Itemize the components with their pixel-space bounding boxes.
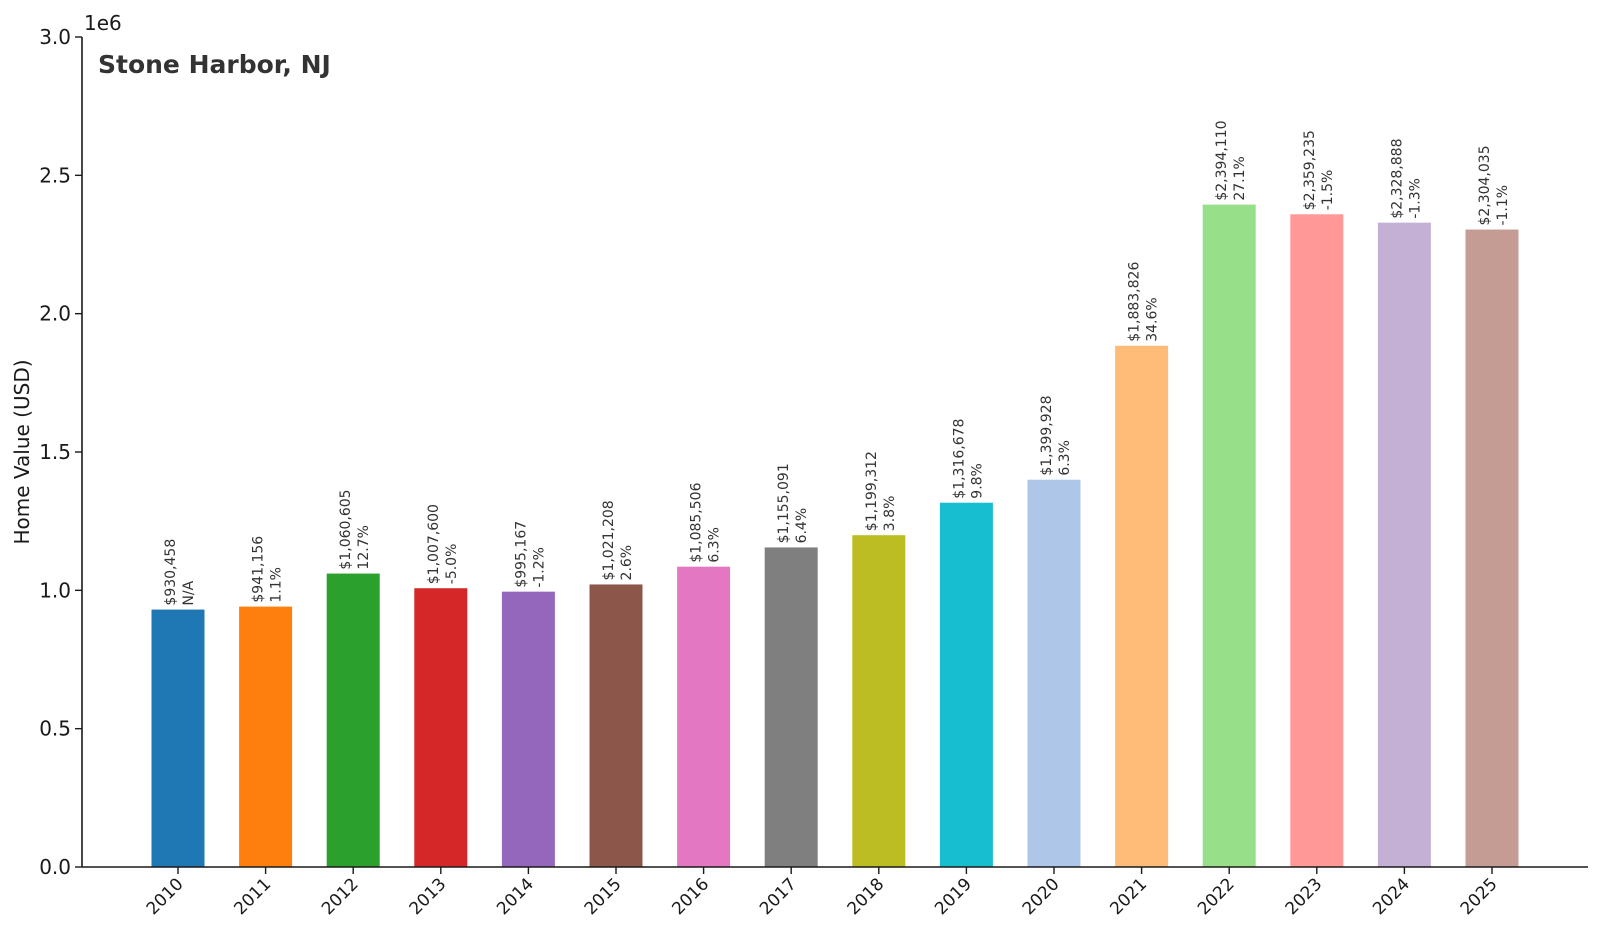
bar-labels: $930,458 N/A $941,156 1.1%$1,060,605 12.7% $1…	[163, 120, 1511, 605]
y-tick-label: 1.0	[39, 578, 71, 602]
bar-value-text: $1,316,678	[951, 419, 967, 499]
y-tick-label: 0.5	[39, 717, 71, 741]
bar	[1202, 204, 1256, 867]
bar	[1027, 479, 1081, 867]
bar-change-text: 12.7%	[356, 525, 372, 569]
bar	[414, 588, 468, 867]
x-tick-label: 2025	[1457, 874, 1502, 919]
bar	[677, 566, 731, 867]
bar-value-text: $1,007,600	[426, 504, 442, 584]
bar-change-text: N/A	[181, 580, 197, 605]
x-tick-label: 2022	[1194, 874, 1239, 919]
bar-value-text: $2,328,888	[1389, 139, 1405, 219]
y-axis-ticks: 0.0 0.5 1.0 1.5 2.0 2.5 3.0	[39, 25, 82, 879]
bar-value-label: $1,085,506 6.3%	[689, 482, 723, 562]
y-axis-label: Home Value (USD)	[10, 359, 34, 544]
bar-value-text: $930,458	[163, 539, 179, 606]
bar-value-text: $2,394,110	[1214, 120, 1230, 200]
bar-value-text: $995,167	[513, 521, 529, 588]
x-tick-label: 2015	[581, 874, 626, 919]
bar-value-text: $1,399,928	[1039, 396, 1055, 476]
bars	[151, 204, 1519, 868]
y-offset-label: 1e6	[84, 11, 122, 35]
bar-value-label: $1,399,928 6.3%	[1039, 396, 1073, 476]
bar-value-label: $2,394,110 27.1%	[1214, 120, 1248, 200]
bar-change-text: 1.1%	[269, 567, 285, 603]
bar	[589, 584, 643, 867]
bar-value-label: $995,167 -1.2%	[513, 521, 547, 588]
y-tick-label: 3.0	[39, 25, 71, 49]
bar-change-text: -1.3%	[1407, 178, 1423, 219]
x-tick-label: 2020	[1019, 874, 1064, 919]
x-tick-label: 2014	[493, 874, 538, 919]
bar-change-text: 6.4%	[794, 508, 810, 544]
bar	[852, 535, 906, 867]
bar-value-text: $1,060,605	[338, 489, 354, 569]
bar	[1377, 222, 1431, 867]
x-tick-label: 2010	[143, 874, 188, 919]
bar	[239, 606, 293, 867]
bar-value-label: $1,883,826 34.6%	[1127, 262, 1161, 342]
bar-value-text: $1,155,091	[776, 463, 792, 543]
chart-title: Stone Harbor, NJ	[98, 50, 331, 79]
x-tick-label: 2023	[1282, 874, 1327, 919]
bar	[764, 547, 818, 867]
x-tick-label: 2013	[406, 874, 451, 919]
bar-value-text: $941,156	[251, 536, 267, 603]
x-tick-label: 2011	[230, 874, 275, 919]
bar-value-label: $2,359,235 -1.5%	[1302, 130, 1336, 210]
bar-change-text: 3.8%	[882, 496, 898, 532]
bar-value-text: $2,359,235	[1302, 130, 1318, 210]
bar-change-text: -1.1%	[1495, 185, 1511, 226]
bar-change-text: 34.6%	[1145, 297, 1161, 341]
x-tick-label: 2017	[756, 874, 801, 919]
bar-change-text: -1.2%	[531, 547, 547, 588]
bar-change-text: 6.3%	[707, 527, 723, 563]
x-tick-label: 2019	[931, 874, 976, 919]
y-tick-label: 1.5	[39, 440, 71, 464]
bar-value-label: $941,156 1.1%	[251, 536, 285, 603]
bar-value-text: $1,199,312	[864, 451, 880, 531]
bar	[1290, 214, 1344, 867]
y-tick-label: 2.0	[39, 302, 71, 326]
x-axis-ticks: 2010 2011 2012 2013 2014 2015 2016 2017 2018 2019…	[143, 867, 1502, 919]
bar	[1465, 229, 1519, 868]
y-tick-label: 2.5	[39, 163, 71, 187]
bar-change-text: -1.5%	[1320, 170, 1336, 211]
bar-value-label: $1,021,208 2.6%	[601, 500, 635, 580]
bar-change-text: 2.6%	[619, 545, 635, 581]
bar	[501, 591, 555, 867]
x-tick-label: 2016	[668, 874, 713, 919]
y-tick-label: 0.0	[39, 855, 71, 879]
bar	[1115, 345, 1169, 868]
x-tick-label: 2012	[318, 874, 363, 919]
bar-value-text: $1,021,208	[601, 500, 617, 580]
x-tick-label: 2021	[1106, 874, 1151, 919]
bar-value-label: $1,060,605 12.7%	[338, 489, 372, 569]
bar-value-label: $1,316,678 9.8%	[951, 419, 985, 499]
bar-value-label: $1,199,312 3.8%	[864, 451, 898, 531]
bar-change-text: 27.1%	[1232, 156, 1248, 200]
x-tick-label: 2018	[844, 874, 889, 919]
bar-value-text: $2,304,035	[1477, 145, 1493, 225]
bar-value-text: $1,085,506	[689, 482, 705, 562]
bar-value-text: $1,883,826	[1127, 262, 1143, 342]
bar-change-text: 9.8%	[969, 463, 985, 499]
bar-value-label: $2,328,888 -1.3%	[1389, 139, 1423, 219]
bar-change-text: 6.3%	[1057, 440, 1073, 476]
bar	[326, 573, 380, 867]
bar	[939, 502, 993, 867]
bar-change-text: -5.0%	[444, 544, 460, 585]
bar-value-label: $930,458 N/A	[163, 539, 197, 606]
x-tick-label: 2024	[1369, 874, 1414, 919]
bar-value-label: $1,007,600 -5.0%	[426, 504, 460, 584]
bar-value-label: $2,304,035 -1.1%	[1477, 145, 1511, 225]
bar	[151, 609, 205, 867]
bar-value-label: $1,155,091 6.4%	[776, 463, 810, 543]
